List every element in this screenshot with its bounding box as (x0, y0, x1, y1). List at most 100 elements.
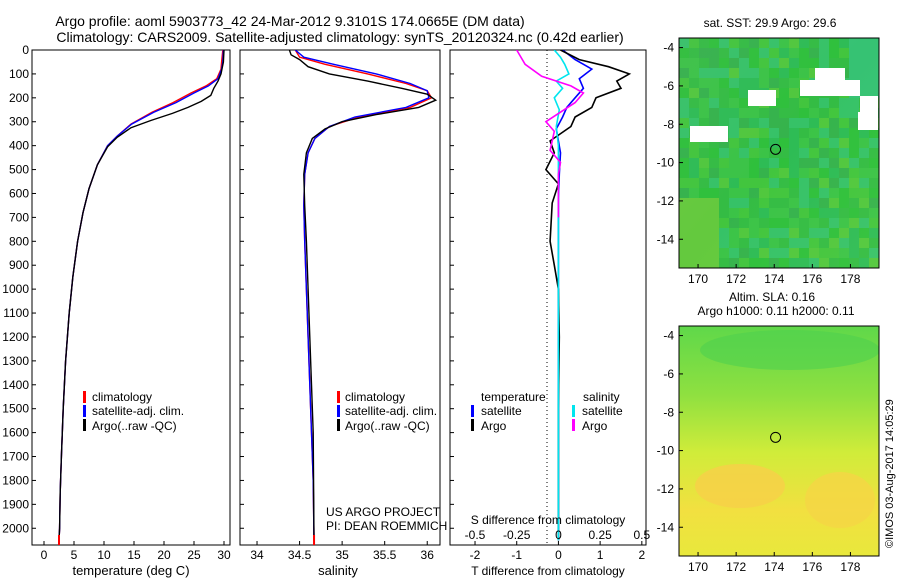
sst-cell (869, 148, 879, 158)
sst-cell (739, 178, 749, 188)
sst-cell (819, 218, 829, 228)
sst-cell (759, 38, 769, 48)
series-line-argo-raw-qc- (288, 50, 438, 541)
sst-cell (779, 88, 789, 98)
depth-tick-label: 1000 (2, 282, 29, 296)
sst-cell (829, 208, 839, 218)
sst-cell (829, 48, 839, 58)
sst-cell (709, 248, 719, 258)
s-legend-swatch-argo (337, 419, 340, 431)
sst-cell (829, 198, 839, 208)
x-tick-label: 5 (71, 548, 78, 562)
x-tick-label: 1 (597, 548, 604, 562)
depth-tick-label: 1700 (2, 450, 29, 464)
sst-cell (849, 68, 859, 78)
sst-cell (759, 198, 769, 208)
sst-cell (809, 128, 819, 138)
map-x-tick-label: 170 (688, 272, 708, 286)
sst-cell (769, 38, 779, 48)
sst-cell (729, 98, 739, 108)
sst-cell (779, 58, 789, 68)
sst-cell (679, 188, 689, 198)
depth-tick-label: 1600 (2, 426, 29, 440)
sst-cell (679, 148, 689, 158)
sst-cell (679, 48, 689, 58)
x-tick-label: 0 (555, 548, 562, 562)
sst-cell (819, 178, 829, 188)
depth-tick-label: 700 (9, 210, 29, 224)
difference-xticks: -2 -1 0 1 2 -0.5 -0.25 0 0.25 0.5 (465, 528, 651, 562)
sst-cell (689, 188, 699, 198)
x-tick-label: 30 (217, 548, 231, 562)
sst-cell (739, 168, 749, 178)
sst-cell (749, 178, 759, 188)
sst-cell (679, 178, 689, 188)
sst-cell (739, 78, 749, 88)
sst-cell (789, 208, 799, 218)
sst-cell (809, 68, 819, 78)
s-tick-label: -0.5 (465, 528, 486, 542)
sst-cell (849, 138, 859, 148)
sst-cell (819, 118, 829, 128)
sst-cell (759, 68, 769, 78)
sst-cell (809, 168, 819, 178)
sst-cell (829, 118, 839, 128)
sst-cell (719, 178, 729, 188)
sst-cell (699, 248, 709, 258)
sst-cell (719, 218, 729, 228)
sst-cell (749, 38, 759, 48)
sst-cell (759, 248, 769, 258)
sst-cell (849, 248, 859, 258)
difference-panel-frame (449, 49, 647, 546)
map-y-tick-label: -10 (657, 444, 675, 458)
x-tick-label: 36 (421, 548, 435, 562)
sst-cell (769, 48, 779, 58)
map-y-tick-label: -14 (657, 232, 675, 246)
sst-cell (829, 218, 839, 228)
sst-cell (859, 158, 869, 168)
sla-map-subtitle: Argo h1000: 0.11 h2000: 0.11 (697, 304, 854, 318)
sst-cell (789, 118, 799, 128)
sst-cell (779, 238, 789, 248)
sst-cell (869, 198, 879, 208)
sst-cell (709, 258, 719, 268)
sst-cell (759, 258, 769, 268)
sst-cell (709, 48, 719, 58)
depth-tick-label: 1200 (2, 330, 29, 344)
sst-cell (799, 168, 809, 178)
sst-cell (779, 38, 789, 48)
depth-tick-label: 0 (22, 43, 29, 57)
sst-cell (849, 178, 859, 188)
sst-cell (869, 248, 879, 258)
sst-cell (709, 118, 719, 128)
sst-cell (779, 148, 789, 158)
sst-cell (749, 148, 759, 158)
sst-cell (839, 128, 849, 138)
sst-cell (859, 238, 869, 248)
sst-cell (729, 208, 739, 218)
x-tick-label: 34.5 (288, 548, 312, 562)
sst-cell (809, 198, 819, 208)
sst-cell (709, 58, 719, 68)
sst-cell (689, 158, 699, 168)
sst-cell (779, 128, 789, 138)
sst-cell (789, 248, 799, 258)
sst-cell (729, 68, 739, 78)
sst-cell (809, 218, 819, 228)
sst-cell (829, 228, 839, 238)
s-tick-label: 0.25 (588, 528, 612, 542)
sst-cell (829, 38, 839, 48)
sst-cell (679, 168, 689, 178)
sst-cell (809, 158, 819, 168)
sst-cell (699, 218, 709, 228)
sst-cell (709, 208, 719, 218)
cloud-patch (748, 90, 776, 106)
sst-cell (829, 98, 839, 108)
sst-cell (789, 228, 799, 238)
temperature-lines (58, 50, 225, 545)
sst-cell (729, 158, 739, 168)
cloud-patch (800, 80, 860, 96)
sst-cell (809, 138, 819, 148)
sst-cell (709, 138, 719, 148)
sst-cell (859, 88, 869, 98)
